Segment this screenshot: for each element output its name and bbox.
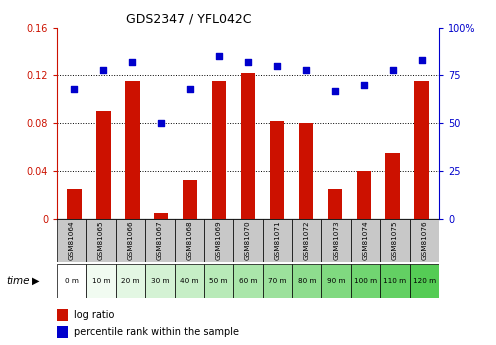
Bar — [299, 123, 313, 219]
Bar — [125, 81, 139, 219]
Bar — [67, 189, 82, 219]
Bar — [233, 219, 263, 262]
Text: GSM81067: GSM81067 — [157, 221, 163, 260]
Text: 0 m: 0 m — [65, 278, 79, 284]
Bar — [410, 264, 439, 298]
Bar — [96, 111, 111, 219]
Bar — [204, 219, 233, 262]
Text: GSM81065: GSM81065 — [98, 221, 104, 260]
Bar — [380, 264, 410, 298]
Bar — [57, 264, 86, 298]
Bar — [351, 264, 380, 298]
Bar — [154, 213, 169, 219]
Bar — [57, 309, 68, 321]
Bar — [292, 219, 321, 262]
Bar — [233, 264, 263, 298]
Bar — [263, 264, 292, 298]
Text: 70 m: 70 m — [268, 278, 287, 284]
Bar — [175, 264, 204, 298]
Text: GSM81076: GSM81076 — [421, 221, 427, 260]
Bar — [86, 264, 116, 298]
Point — [70, 86, 78, 92]
Point — [244, 59, 252, 65]
Bar — [145, 219, 175, 262]
Bar — [414, 81, 429, 219]
Text: 30 m: 30 m — [151, 278, 169, 284]
Text: 40 m: 40 m — [180, 278, 198, 284]
Bar — [183, 180, 197, 219]
Bar — [357, 171, 371, 219]
Bar — [175, 219, 204, 262]
Bar — [145, 264, 175, 298]
Text: 80 m: 80 m — [298, 278, 316, 284]
Point — [99, 67, 107, 72]
Bar — [116, 264, 145, 298]
Text: 10 m: 10 m — [92, 278, 110, 284]
Text: 50 m: 50 m — [209, 278, 228, 284]
Text: 110 m: 110 m — [383, 278, 406, 284]
Bar — [116, 219, 145, 262]
Text: 90 m: 90 m — [327, 278, 345, 284]
Text: GSM81070: GSM81070 — [245, 221, 251, 260]
Point — [418, 57, 426, 63]
Text: GSM81074: GSM81074 — [363, 221, 369, 260]
Text: GSM81069: GSM81069 — [216, 221, 222, 260]
Point — [186, 86, 194, 92]
Bar — [270, 121, 284, 219]
Text: GSM81072: GSM81072 — [304, 221, 310, 260]
Point — [360, 82, 368, 88]
Bar — [57, 326, 68, 338]
Text: GDS2347 / YFL042C: GDS2347 / YFL042C — [125, 12, 251, 25]
Bar — [321, 219, 351, 262]
Point — [273, 63, 281, 69]
Text: ▶: ▶ — [32, 276, 40, 286]
Bar — [385, 153, 400, 219]
Text: log ratio: log ratio — [74, 310, 115, 319]
Text: GSM81068: GSM81068 — [186, 221, 192, 260]
Text: GSM81075: GSM81075 — [392, 221, 398, 260]
Bar — [86, 219, 116, 262]
Text: GSM81064: GSM81064 — [69, 221, 75, 260]
Bar — [410, 219, 439, 262]
Point — [302, 67, 310, 72]
Bar — [241, 73, 255, 219]
Bar — [204, 264, 233, 298]
Bar — [292, 264, 321, 298]
Point — [157, 120, 165, 126]
Bar — [57, 219, 86, 262]
Bar — [263, 219, 292, 262]
Bar — [321, 264, 351, 298]
Text: percentile rank within the sample: percentile rank within the sample — [74, 327, 239, 337]
Bar — [212, 81, 226, 219]
Point — [331, 88, 339, 93]
Text: GSM81066: GSM81066 — [127, 221, 133, 260]
Text: GSM81073: GSM81073 — [333, 221, 339, 260]
Text: 100 m: 100 m — [354, 278, 377, 284]
Point — [128, 59, 136, 65]
Text: GSM81071: GSM81071 — [274, 221, 280, 260]
Point — [215, 53, 223, 59]
Bar — [380, 219, 410, 262]
Text: 60 m: 60 m — [239, 278, 257, 284]
Bar — [327, 189, 342, 219]
Point — [389, 67, 397, 72]
Text: 20 m: 20 m — [121, 278, 140, 284]
Bar — [351, 219, 380, 262]
Text: time: time — [6, 276, 29, 286]
Text: 120 m: 120 m — [413, 278, 436, 284]
